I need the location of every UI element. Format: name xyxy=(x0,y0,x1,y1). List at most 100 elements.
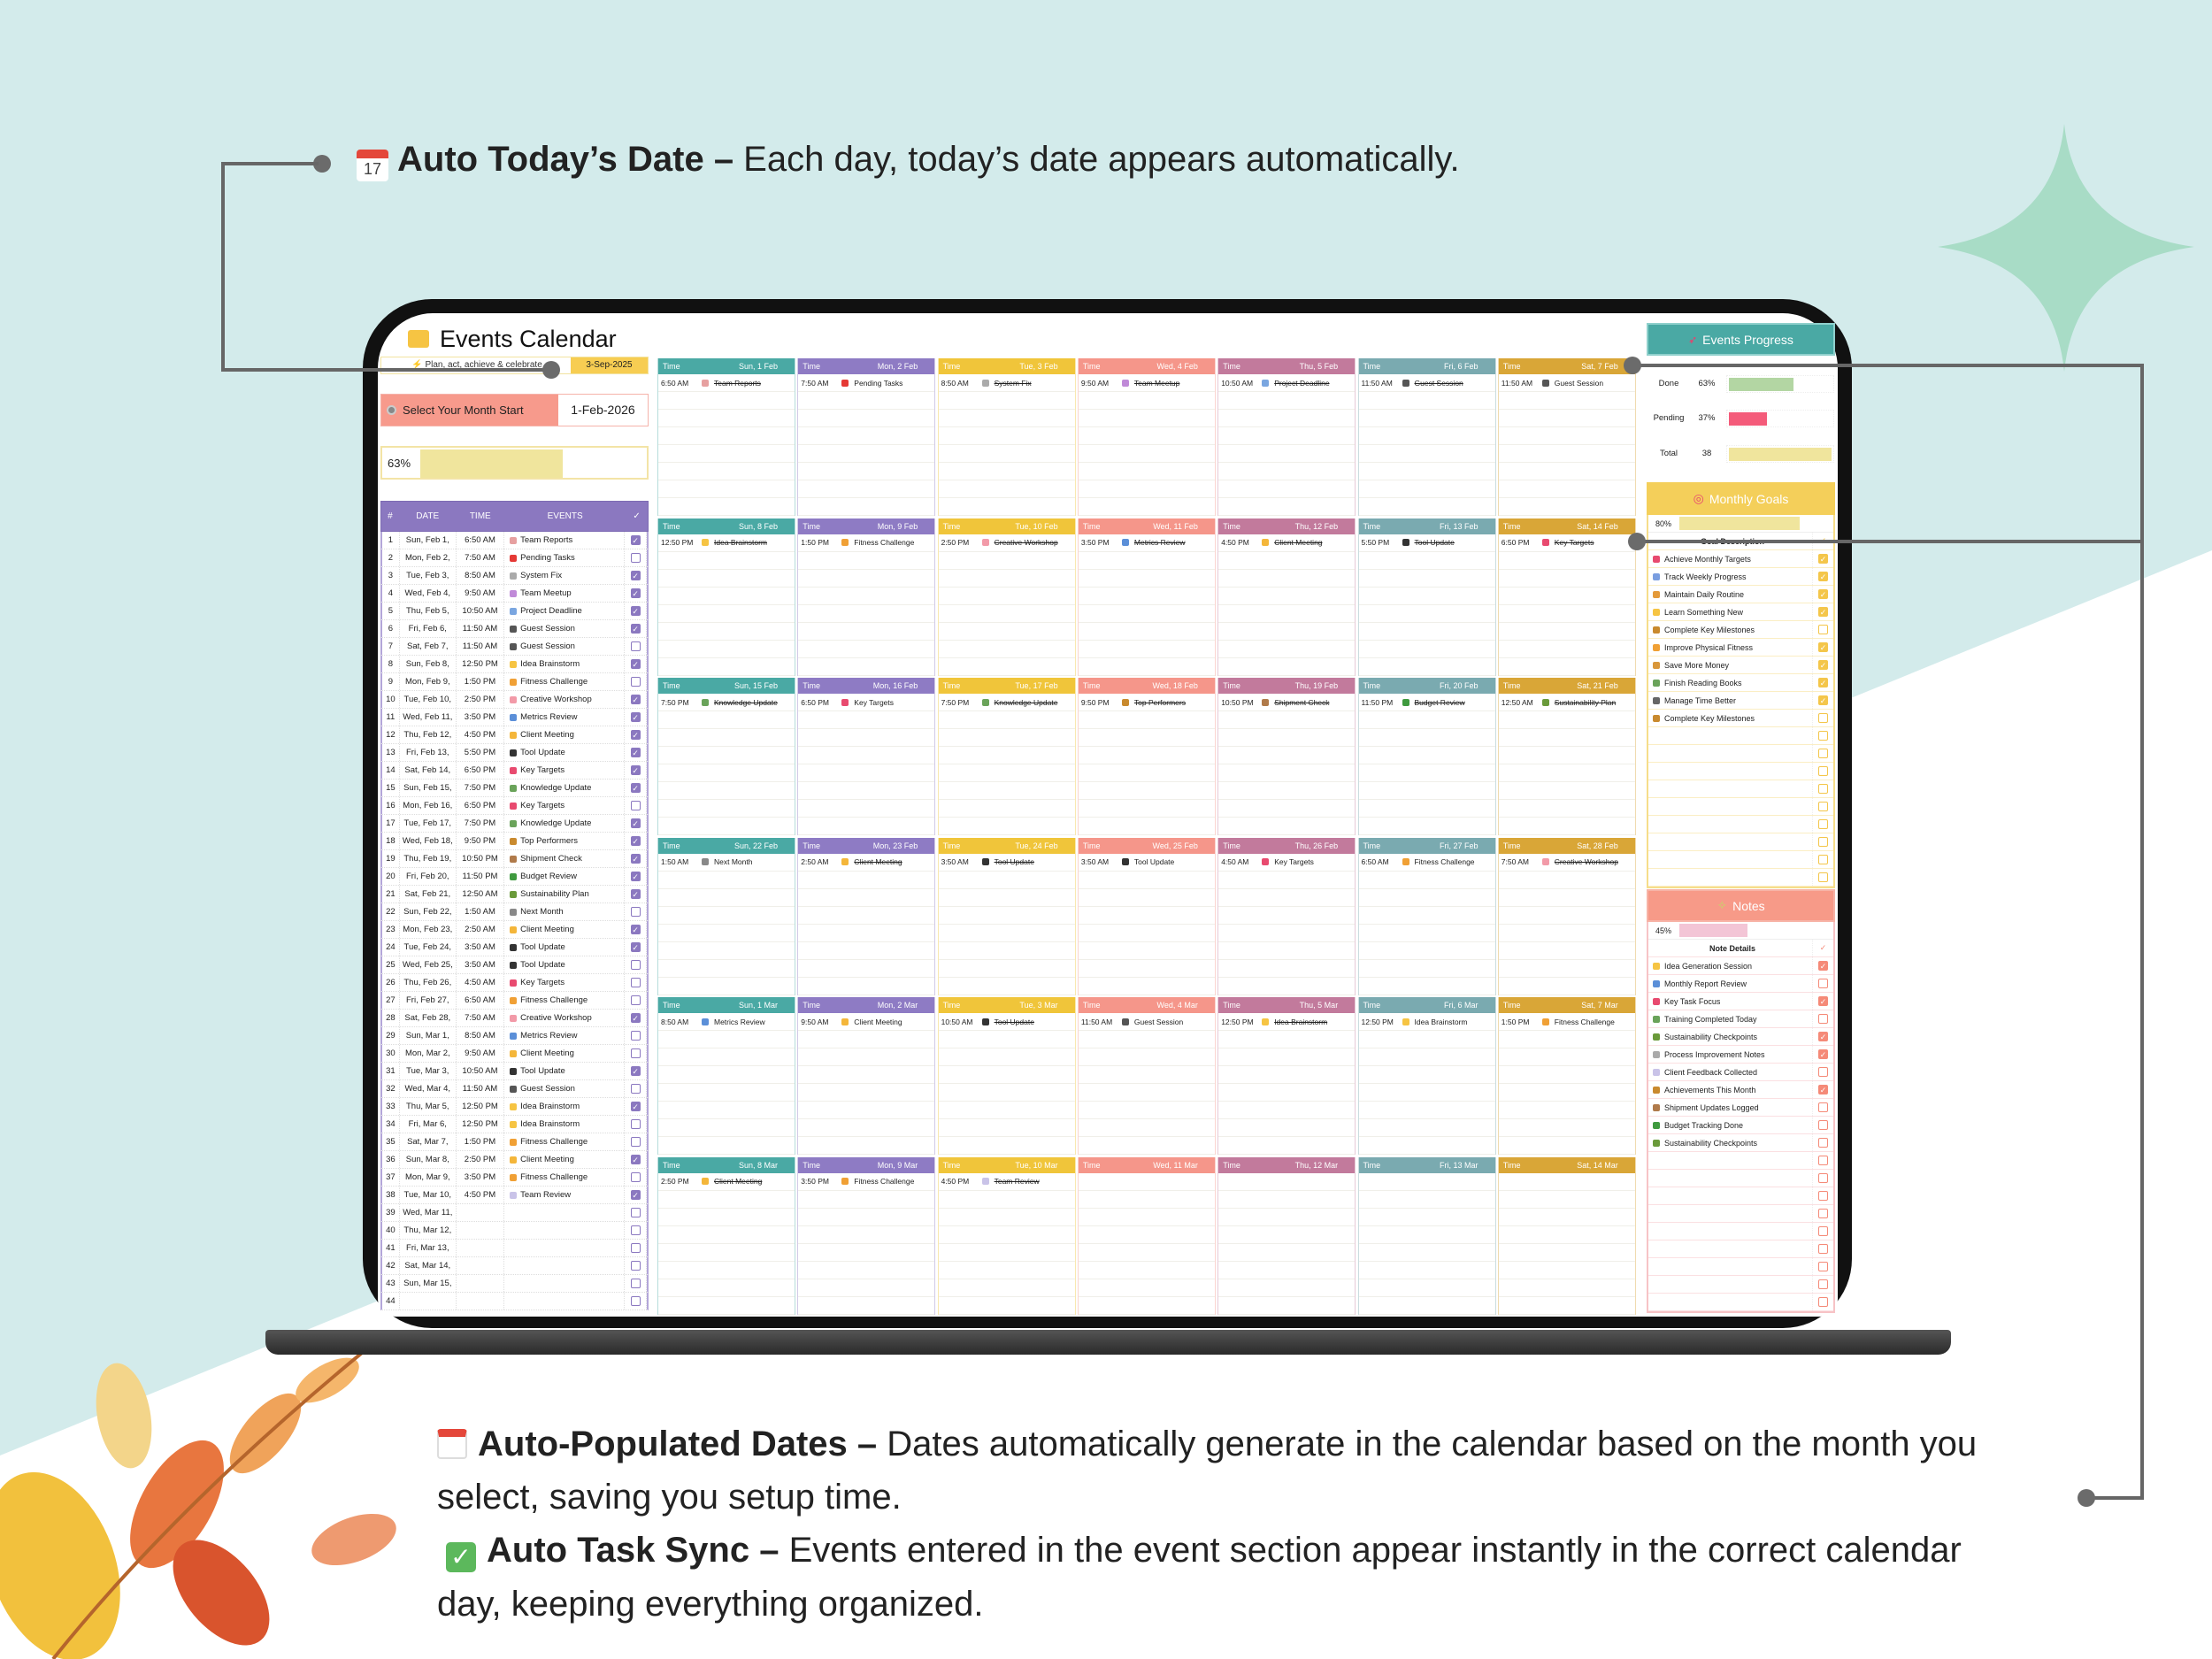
notes-item-checkbox[interactable] xyxy=(1818,1244,1828,1254)
empty-slot[interactable] xyxy=(938,711,1075,729)
calendar-day-cell[interactable]: Time Fri, 6 Mar 12:50 PM Idea Brainstorm xyxy=(1357,997,1496,1155)
empty-slot[interactable] xyxy=(658,800,795,818)
calendar-event[interactable]: 7:50 AM Creative Workshop xyxy=(1498,854,1635,872)
goals-item-text[interactable]: Achieve Monthly Targets xyxy=(1664,554,1751,564)
calendar-day-cell[interactable]: Time Fri, 13 Feb 5:50 PM Tool Update xyxy=(1357,518,1496,676)
empty-slot[interactable] xyxy=(1078,764,1215,782)
empty-slot[interactable] xyxy=(1358,498,1495,516)
empty-slot[interactable] xyxy=(1218,570,1356,588)
empty-slot[interactable] xyxy=(798,641,935,658)
empty-slot[interactable] xyxy=(1358,1048,1495,1066)
empty-slot[interactable] xyxy=(1218,641,1356,658)
calendar-day-cell[interactable]: Time Tue, 17 Feb 7:50 PM Knowledge Update xyxy=(937,678,1076,835)
row-time[interactable]: 12:50 AM xyxy=(457,886,505,902)
empty-slot[interactable] xyxy=(1218,410,1356,427)
empty-slot[interactable] xyxy=(658,729,795,747)
row-event[interactable]: Project Deadline xyxy=(520,606,582,616)
empty-slot[interactable] xyxy=(1358,729,1495,747)
row-time[interactable]: 2:50 AM xyxy=(457,921,505,938)
calendar-event[interactable]: 2:50 AM Client Meeting xyxy=(798,854,935,872)
empty-slot[interactable] xyxy=(938,872,1075,889)
empty-slot[interactable] xyxy=(938,1119,1075,1137)
calendar-day-cell[interactable]: Time Tue, 10 Feb 2:50 PM Creative Workshop xyxy=(937,518,1076,676)
row-event[interactable]: Key Targets xyxy=(520,801,565,810)
empty-slot[interactable] xyxy=(1498,623,1635,641)
row-event[interactable]: Tool Update xyxy=(520,1066,565,1076)
empty-slot[interactable] xyxy=(1078,978,1215,995)
empty-slot[interactable] xyxy=(1498,889,1635,907)
goals-item-checkbox[interactable] xyxy=(1818,802,1828,811)
row-time[interactable]: 7:50 PM xyxy=(457,815,505,832)
notes-item-checkbox[interactable]: ✓ xyxy=(1818,1049,1828,1059)
row-done-checkbox[interactable]: ✓ xyxy=(630,730,641,740)
calendar-event[interactable]: 11:50 PM Budget Review xyxy=(1358,694,1495,711)
row-event[interactable]: Fitness Challenge xyxy=(520,1137,588,1147)
empty-slot[interactable] xyxy=(1218,1137,1356,1155)
row-done-checkbox[interactable]: ✓ xyxy=(630,1102,641,1111)
goals-item-checkbox[interactable] xyxy=(1818,784,1828,794)
empty-slot[interactable] xyxy=(1498,552,1635,570)
row-time[interactable]: 6:50 AM xyxy=(457,992,505,1009)
calendar-day-cell[interactable]: Time Sat, 7 Feb 11:50 AM Guest Session xyxy=(1497,358,1636,516)
empty-slot[interactable] xyxy=(1498,872,1635,889)
empty-slot[interactable] xyxy=(798,818,935,835)
empty-slot[interactable] xyxy=(658,480,795,498)
empty-slot[interactable] xyxy=(938,641,1075,658)
calendar-day-cell[interactable]: Time Mon, 2 Feb 7:50 AM Pending Tasks xyxy=(797,358,936,516)
empty-slot[interactable] xyxy=(1078,1226,1215,1244)
calendar-event[interactable]: 9:50 AM Team Meetup xyxy=(1078,374,1215,392)
empty-slot[interactable] xyxy=(1218,1279,1356,1297)
calendar-event[interactable]: 6:50 PM Key Targets xyxy=(1498,534,1635,552)
row-done-checkbox[interactable] xyxy=(630,1048,641,1058)
calendar-day-cell[interactable]: Time Sat, 14 Mar xyxy=(1497,1156,1636,1315)
empty-slot[interactable] xyxy=(1498,1244,1635,1262)
notes-item-checkbox[interactable]: ✓ xyxy=(1818,996,1828,1006)
empty-slot[interactable] xyxy=(1218,1031,1356,1048)
calendar-day-cell[interactable]: Time Thu, 5 Mar 12:50 PM Idea Brainstorm xyxy=(1217,997,1356,1155)
empty-slot[interactable] xyxy=(1498,498,1635,516)
empty-slot[interactable] xyxy=(938,747,1075,764)
empty-slot[interactable] xyxy=(1078,1297,1215,1315)
empty-slot[interactable] xyxy=(938,907,1075,925)
row-done-checkbox[interactable]: ✓ xyxy=(630,588,641,598)
row-time[interactable]: 8:50 AM xyxy=(457,1027,505,1044)
empty-slot[interactable] xyxy=(798,711,935,729)
empty-slot[interactable] xyxy=(938,1191,1075,1209)
empty-slot[interactable] xyxy=(658,641,795,658)
empty-slot[interactable] xyxy=(658,1084,795,1102)
empty-slot[interactable] xyxy=(658,872,795,889)
empty-slot[interactable] xyxy=(798,872,935,889)
empty-slot[interactable] xyxy=(938,570,1075,588)
empty-slot[interactable] xyxy=(1498,658,1635,676)
empty-slot[interactable] xyxy=(658,410,795,427)
row-done-checkbox[interactable] xyxy=(630,907,641,917)
empty-slot[interactable] xyxy=(1498,978,1635,995)
goals-item-checkbox[interactable]: ✓ xyxy=(1818,554,1828,564)
row-done-checkbox[interactable]: ✓ xyxy=(630,925,641,934)
empty-slot[interactable] xyxy=(798,1297,935,1315)
empty-slot[interactable] xyxy=(1078,410,1215,427)
row-done-checkbox[interactable] xyxy=(630,1172,641,1182)
notes-item-checkbox[interactable] xyxy=(1818,1262,1828,1271)
empty-slot[interactable] xyxy=(658,658,795,676)
empty-slot[interactable] xyxy=(938,605,1075,623)
row-time[interactable]: 3:50 AM xyxy=(457,956,505,973)
empty-slot[interactable] xyxy=(1358,764,1495,782)
calendar-event[interactable]: 6:50 PM Key Targets xyxy=(798,694,935,711)
empty-slot[interactable] xyxy=(1218,818,1356,835)
calendar-event[interactable]: 4:50 PM Team Review xyxy=(938,1173,1075,1191)
empty-slot[interactable] xyxy=(1078,445,1215,463)
row-time[interactable] xyxy=(457,1257,505,1274)
empty-slot[interactable] xyxy=(1498,711,1635,729)
calendar-event[interactable]: 3:50 PM Fitness Challenge xyxy=(798,1173,935,1191)
empty-slot[interactable] xyxy=(1078,498,1215,516)
row-done-checkbox[interactable]: ✓ xyxy=(630,818,641,828)
empty-slot[interactable] xyxy=(1078,872,1215,889)
empty-slot[interactable] xyxy=(658,1226,795,1244)
row-event[interactable]: Tool Update xyxy=(520,942,565,952)
calendar-event[interactable] xyxy=(1358,1173,1495,1191)
empty-slot[interactable] xyxy=(1218,960,1356,978)
row-event[interactable]: Client Meeting xyxy=(520,1048,574,1058)
empty-slot[interactable] xyxy=(1358,658,1495,676)
notes-item-checkbox[interactable] xyxy=(1818,1173,1828,1183)
